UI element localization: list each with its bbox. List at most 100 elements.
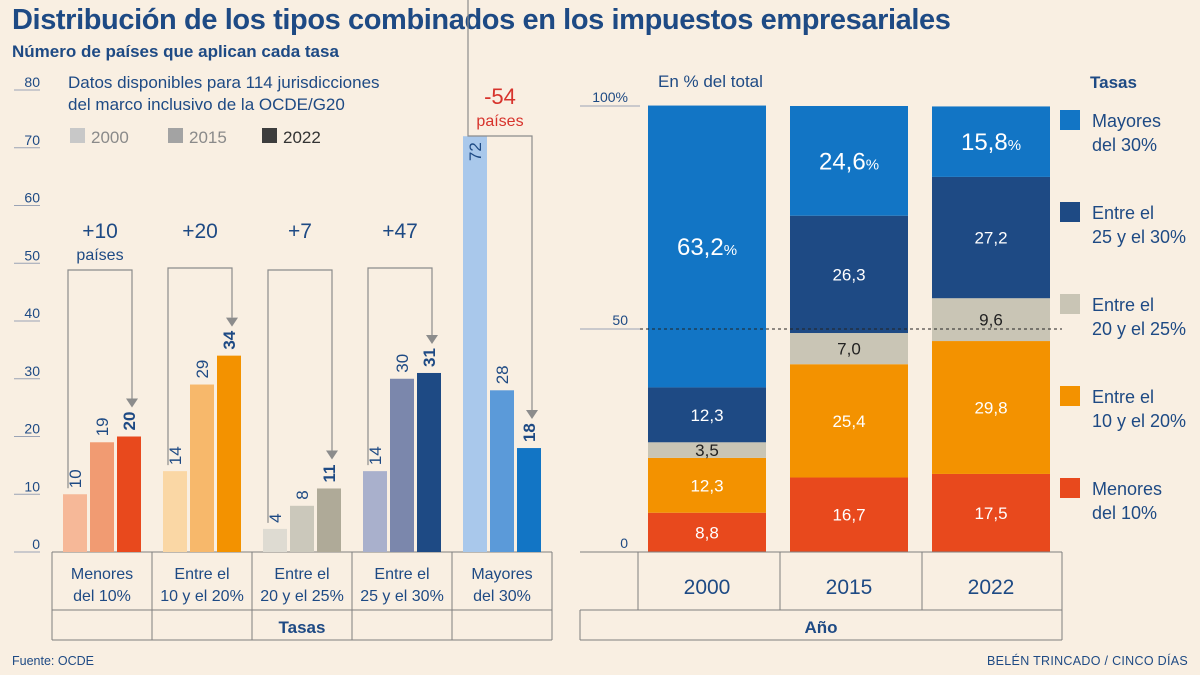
y-tick-label: 100% xyxy=(592,89,628,105)
annotation-arrow xyxy=(526,410,538,420)
y-tick-label: 80 xyxy=(24,74,40,90)
y-tick-label: 50 xyxy=(612,312,628,328)
segment-value: 29,8 xyxy=(974,398,1007,417)
segment-value: 63,2 xyxy=(677,234,724,261)
category-label: 25 y el 30% xyxy=(360,588,444,605)
category-label: del 30% xyxy=(473,588,531,605)
legend-label: 20 y el 25% xyxy=(1092,319,1186,339)
x-axis-title: Año xyxy=(804,618,837,637)
category-label: 2000 xyxy=(684,576,731,599)
annotation-value: -54 xyxy=(484,84,516,109)
category-label: Menores xyxy=(71,566,133,583)
segment-value: 12,3 xyxy=(690,476,723,495)
segment-value: 3,5 xyxy=(695,441,719,460)
legend-label: Menores xyxy=(1092,479,1162,499)
annotation-bracket xyxy=(67,269,133,489)
category-label: 2022 xyxy=(968,576,1015,599)
stacked-segment xyxy=(790,477,908,552)
note-line: Datos disponibles para 114 jurisdiccione… xyxy=(68,73,380,92)
segment-value: 8,8 xyxy=(695,523,719,542)
legend-swatch xyxy=(1060,110,1080,130)
legend-swatch xyxy=(1060,294,1080,314)
annotation-value: +7 xyxy=(288,220,312,243)
stacked-segment xyxy=(932,473,1050,552)
category-label: 20 y el 25% xyxy=(260,588,344,605)
legend-swatch xyxy=(168,128,183,143)
segment-suffix: % xyxy=(866,156,879,173)
legend-swatch xyxy=(1060,478,1080,498)
bar xyxy=(117,436,141,552)
data-label: 11 xyxy=(320,464,339,482)
stacked-segment xyxy=(932,298,1050,342)
segment-value: 15,8 xyxy=(961,129,1008,156)
annotation-unit: países xyxy=(476,113,523,130)
segment-value: 26,3 xyxy=(832,265,865,284)
y-tick-label: 0 xyxy=(620,535,628,551)
credit-note: BELÉN TRINCADO / CINCO DÍAS xyxy=(987,654,1188,668)
segment-label: 63,2% xyxy=(677,234,737,261)
bar xyxy=(163,471,187,552)
stacked-segment xyxy=(648,387,766,443)
segment-label: 25,4 xyxy=(832,412,865,431)
annotation-arrow xyxy=(226,317,238,327)
bar xyxy=(363,471,387,552)
data-label: 14 xyxy=(366,446,385,465)
annotation-arrow xyxy=(426,334,438,344)
bar xyxy=(90,442,114,552)
legend-label: 25 y el 30% xyxy=(1092,227,1186,247)
segment-value: 16,7 xyxy=(832,506,865,525)
x-axis-title: Tasas xyxy=(279,618,326,637)
legend-label: 2015 xyxy=(189,128,227,147)
data-label: 20 xyxy=(120,412,139,431)
segment-value: 25,4 xyxy=(832,412,865,431)
data-label: 28 xyxy=(493,365,512,384)
segment-label: 29,8 xyxy=(974,398,1007,417)
data-label: 29 xyxy=(193,360,212,379)
y-tick-label: 0 xyxy=(32,536,40,552)
stacked-segment xyxy=(932,106,1050,177)
stacked-segment xyxy=(790,106,908,216)
category-label: 2015 xyxy=(826,576,873,599)
legend-label: del 30% xyxy=(1092,135,1157,155)
bar xyxy=(63,494,87,552)
segment-label: 7,0 xyxy=(837,340,861,359)
segment-label: 17,5 xyxy=(974,504,1007,523)
stacked-segment xyxy=(932,176,1050,299)
note-line: del marco inclusivo de la OCDE/G20 xyxy=(68,95,345,114)
stacked-segment xyxy=(648,457,766,513)
bar xyxy=(490,390,514,552)
data-label: 34 xyxy=(220,330,239,349)
annotation-arrow xyxy=(126,398,138,408)
stacked-segment xyxy=(790,364,908,478)
data-label: 8 xyxy=(293,490,312,499)
bar xyxy=(390,378,414,552)
segment-label: 9,6 xyxy=(979,311,1003,330)
segment-label: 12,3 xyxy=(690,406,723,425)
note: En % del total xyxy=(658,72,763,91)
annotation-bracket xyxy=(367,267,433,466)
bar xyxy=(417,372,441,552)
y-tick-label: 10 xyxy=(24,478,40,494)
segment-suffix: % xyxy=(724,242,737,259)
data-label: 19 xyxy=(93,417,112,436)
bar xyxy=(463,136,487,552)
data-label: 18 xyxy=(520,423,539,442)
segment-label: 15,8% xyxy=(961,129,1021,156)
y-tick-label: 40 xyxy=(24,305,40,321)
stacked-segment xyxy=(648,442,766,458)
legend-swatch xyxy=(1060,386,1080,406)
bar xyxy=(263,528,287,552)
legend-title: Tasas xyxy=(1090,73,1137,92)
segment-value: 7,0 xyxy=(837,340,861,359)
legend-label: Entre el xyxy=(1092,387,1154,407)
legend-label: Entre el xyxy=(1092,295,1154,315)
annotation-value: +10 xyxy=(82,220,118,243)
legend-label: del 10% xyxy=(1092,503,1157,523)
annotation-value: +20 xyxy=(182,220,218,243)
stacked-segment xyxy=(790,333,908,365)
segment-suffix: % xyxy=(1008,137,1021,154)
stacked-segment xyxy=(648,105,766,388)
bar xyxy=(217,355,241,552)
legend-label: Mayores xyxy=(1092,111,1161,131)
segment-label: 26,3 xyxy=(832,265,865,284)
